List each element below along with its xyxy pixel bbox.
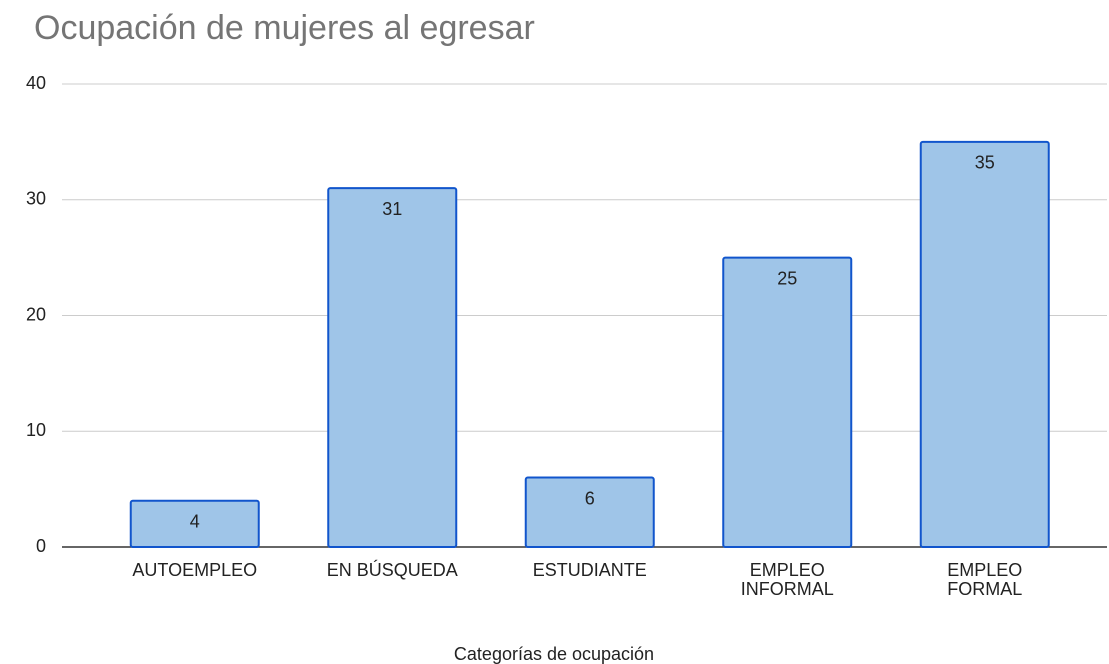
- x-tick-label: EMPLEO FORMAL: [947, 560, 1023, 599]
- value-label: 4: [190, 511, 200, 531]
- value-label: 6: [585, 488, 595, 508]
- chart-title: Ocupación de mujeres al egresar: [34, 9, 535, 47]
- x-tick-label: EMPLEO INFORMAL: [740, 560, 834, 599]
- value-label: 35: [975, 153, 995, 173]
- y-tick-label: 40: [26, 73, 46, 93]
- y-tick-label: 10: [26, 420, 46, 440]
- x-tick-label: AUTOEMPLEO: [132, 560, 258, 580]
- bar: [129, 499, 260, 549]
- value-label: 25: [777, 268, 797, 288]
- bar: [524, 476, 655, 548]
- x-tick-label: ESTUDIANTE: [532, 560, 647, 580]
- bar: [327, 187, 458, 549]
- y-tick-label: 30: [26, 189, 46, 209]
- x-tick-label: EN BÚSQUEDA: [326, 560, 458, 580]
- value-label: 31: [382, 199, 402, 219]
- x-axis-label: Categorías de ocupación: [454, 644, 654, 664]
- y-tick-label: 0: [36, 536, 46, 556]
- bar: [722, 256, 853, 548]
- bar: [919, 140, 1050, 548]
- y-tick-label: 20: [26, 304, 46, 324]
